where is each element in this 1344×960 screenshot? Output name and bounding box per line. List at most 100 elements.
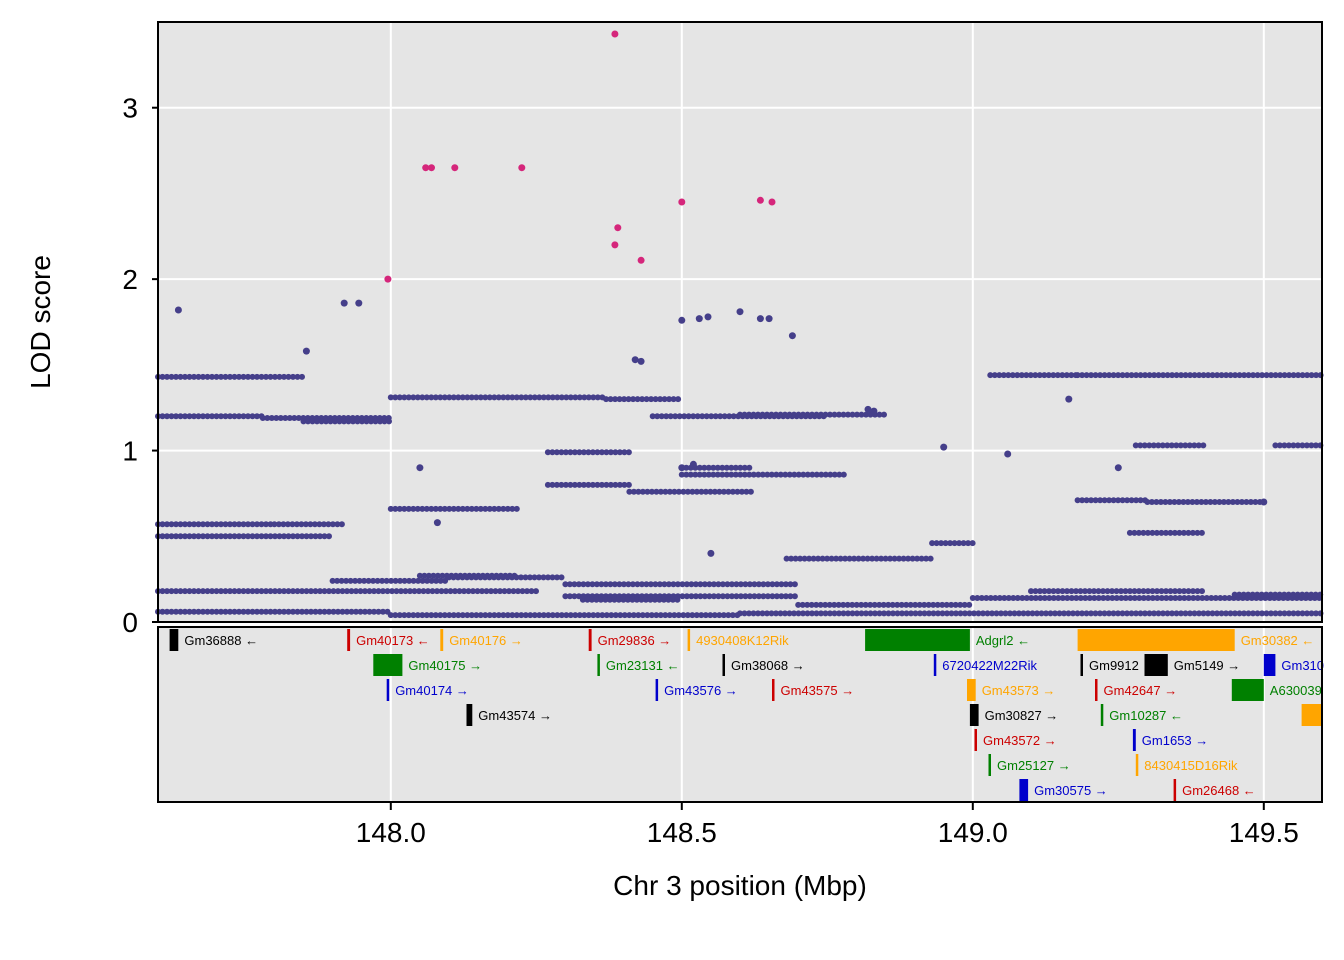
lod-point bbox=[1227, 372, 1234, 379]
lod-point bbox=[1304, 372, 1311, 379]
lod-point bbox=[1154, 595, 1161, 601]
lod-point bbox=[504, 394, 511, 401]
lod-point bbox=[1208, 595, 1215, 601]
lod-point bbox=[907, 601, 914, 608]
lod-point bbox=[309, 418, 316, 425]
lod-band-29 bbox=[155, 608, 391, 615]
lod-point bbox=[312, 608, 319, 615]
lod-point bbox=[236, 608, 242, 615]
lod-point bbox=[218, 521, 224, 528]
lod-point bbox=[450, 505, 457, 512]
gene-body bbox=[373, 654, 403, 676]
lod-point bbox=[652, 396, 659, 403]
lod-points bbox=[174, 30, 1268, 557]
lod-point bbox=[362, 588, 368, 595]
gene-label: Gm40174 → bbox=[395, 683, 469, 698]
gene-label: Gm43574 → bbox=[478, 708, 552, 723]
lod-point bbox=[374, 577, 381, 584]
lod-point bbox=[702, 488, 709, 495]
lod-point bbox=[397, 577, 404, 584]
lod-point bbox=[1106, 372, 1113, 379]
lod-point bbox=[688, 581, 695, 588]
lod-point bbox=[1109, 588, 1115, 595]
lod-point bbox=[1146, 372, 1153, 379]
lod-point bbox=[1032, 372, 1039, 379]
lod-point bbox=[891, 555, 898, 562]
lod-point bbox=[1295, 372, 1302, 379]
gene-Gm30575: Gm30575 → bbox=[1019, 779, 1108, 801]
lod-point bbox=[602, 596, 609, 603]
lod-point bbox=[571, 581, 578, 588]
lod-point bbox=[589, 481, 596, 488]
lod-point bbox=[441, 505, 448, 512]
lod-point bbox=[576, 449, 583, 456]
lod-point bbox=[1007, 610, 1013, 617]
lod-point bbox=[343, 577, 350, 584]
lod-point bbox=[890, 610, 896, 617]
lod-point bbox=[876, 601, 883, 608]
lod-point bbox=[464, 505, 471, 512]
lod-point bbox=[1037, 588, 1043, 595]
lod-point bbox=[1308, 442, 1315, 449]
lod-point bbox=[729, 612, 736, 619]
lod-point bbox=[679, 581, 686, 588]
lod-point bbox=[352, 577, 359, 584]
lod-point bbox=[644, 612, 651, 619]
lod-point bbox=[818, 471, 825, 478]
lod-point bbox=[612, 449, 619, 456]
lod-point bbox=[711, 488, 718, 495]
lod-point bbox=[563, 394, 570, 401]
lod-point bbox=[768, 411, 775, 418]
lod-point bbox=[1059, 372, 1066, 379]
lod-point bbox=[271, 521, 278, 528]
lod-point bbox=[186, 588, 193, 595]
lod-point bbox=[869, 555, 876, 562]
lod-point bbox=[389, 588, 395, 595]
lod-point bbox=[1313, 372, 1320, 379]
lod-point bbox=[773, 581, 780, 588]
lod-point bbox=[164, 413, 170, 420]
lod-point bbox=[1200, 372, 1207, 379]
lod-point bbox=[422, 164, 430, 172]
lod-point bbox=[768, 471, 775, 478]
lod-point bbox=[1074, 497, 1081, 504]
lod-point bbox=[254, 608, 260, 615]
lod-point bbox=[769, 593, 776, 600]
lod-point bbox=[455, 574, 461, 581]
lod-point bbox=[1091, 595, 1098, 601]
lod-point bbox=[831, 411, 838, 418]
lod-point bbox=[692, 593, 699, 600]
lod-point bbox=[804, 610, 811, 617]
lod-point bbox=[804, 411, 811, 418]
lod-point bbox=[647, 581, 654, 588]
lod-point bbox=[603, 396, 610, 403]
gene-unlabeled-23 bbox=[1301, 704, 1322, 726]
lod-point bbox=[741, 610, 748, 617]
lod-point bbox=[1037, 595, 1044, 601]
lod-point bbox=[204, 588, 211, 595]
lod-point bbox=[293, 521, 300, 528]
lod-point bbox=[666, 396, 673, 403]
lod-point bbox=[1055, 588, 1061, 595]
lod-point bbox=[854, 610, 860, 617]
lod-point bbox=[1207, 499, 1214, 505]
lod-point bbox=[195, 608, 202, 615]
lod-point bbox=[617, 612, 624, 619]
lod-point bbox=[446, 505, 453, 512]
lod-point bbox=[299, 588, 305, 595]
lod-point bbox=[477, 574, 484, 581]
lod-point bbox=[509, 394, 516, 401]
lod-point bbox=[504, 505, 511, 512]
lod-point bbox=[581, 394, 588, 401]
lod-point bbox=[387, 612, 394, 619]
lod-point bbox=[290, 588, 296, 595]
lod-point bbox=[567, 449, 574, 456]
lod-point bbox=[728, 471, 735, 478]
lod-point bbox=[593, 596, 600, 603]
gene-Gm43576: Gm43576 → bbox=[655, 679, 738, 701]
lod-point bbox=[742, 593, 749, 600]
lod-point bbox=[1182, 372, 1189, 379]
lod-point bbox=[894, 610, 901, 617]
lod-point bbox=[1225, 499, 1232, 505]
lod-point bbox=[1185, 595, 1192, 601]
